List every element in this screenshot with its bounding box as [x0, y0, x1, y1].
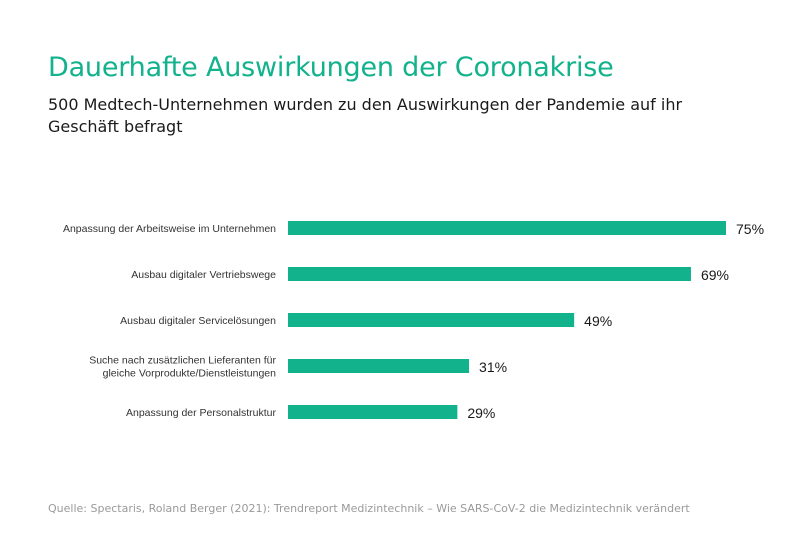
category-label-5: Anpassung der Personalstruktur [126, 407, 277, 419]
bar-chart: 75% Anpassung der Arbeitsweise im Unterne… [63, 221, 764, 421]
category-label-3: Ausbau digitaler Servicelösungen [120, 315, 276, 327]
value-label-1: 75% [736, 221, 764, 237]
value-label-2: 69% [701, 267, 729, 283]
category-label-2: Ausbau digitaler Vertriebswege [131, 269, 276, 281]
value-label-4: 31% [479, 359, 507, 375]
bar-4 [288, 359, 470, 373]
chart-subtitle: 500 Medtech-Unternehmen wurden zu den Au… [48, 95, 683, 136]
bar-1 [288, 221, 726, 235]
bar-5 [288, 405, 458, 419]
category-label-1: Anpassung der Arbeitsweise im Unternehme… [63, 223, 276, 235]
bar-3 [288, 313, 575, 327]
source-note: Quelle: Spectaris, Roland Berger (2021):… [48, 502, 690, 515]
value-label-3: 49% [584, 313, 612, 329]
bar-2 [288, 267, 691, 281]
category-label-4: Suche nach zusätzlichen Lieferanten für g… [89, 355, 276, 380]
value-label-5: 29% [467, 405, 495, 421]
chart-title: Dauerhafte Auswirkungen der Coronakrise [48, 52, 614, 83]
